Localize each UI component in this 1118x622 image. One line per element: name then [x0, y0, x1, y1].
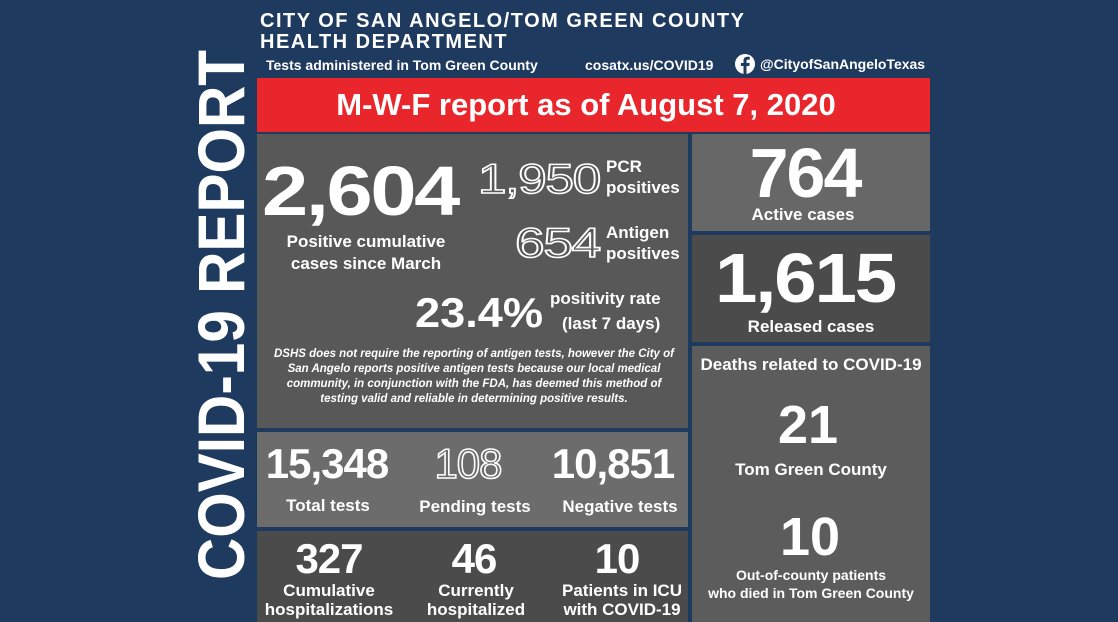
header-title: HEALTH DEPARTMENT — [260, 31, 508, 53]
stat-label: Pending tests — [419, 497, 530, 516]
banner — [257, 78, 930, 132]
subtitle: Tests administered in Tom Green County — [266, 57, 538, 73]
stat-value: 10 — [595, 535, 640, 582]
stat-label: positivity rate — [550, 289, 661, 308]
stat-label: Total tests — [286, 496, 370, 515]
note: testing valid and reliable in determinin… — [320, 393, 627, 405]
stat-label: Negative tests — [562, 497, 677, 516]
stat-label: hospitalizations — [265, 600, 393, 619]
stat-label: who died in Tom Green County — [707, 585, 914, 601]
stat-label: Cumulative — [283, 581, 375, 600]
note: community, in conjunction with the FDA, … — [287, 378, 663, 390]
stat-value: 327 — [295, 535, 362, 582]
banner-text: M-W-F report as of August 7, 2020 — [336, 87, 835, 122]
panel — [692, 235, 930, 342]
stat-label: positives — [606, 244, 680, 263]
stat-label: Active cases — [751, 205, 854, 224]
website: cosatx.us/COVID19 — [585, 57, 714, 73]
stat-label: with COVID-19 — [562, 600, 680, 619]
stat-value: 21 — [778, 395, 838, 455]
stat-value: 23.4% — [415, 289, 543, 336]
stat-label: positives — [606, 178, 680, 197]
stat-label: cases since March — [291, 254, 441, 273]
stat-value: 1,950 — [478, 155, 600, 202]
stat-value: 654 — [515, 219, 601, 266]
panel — [692, 134, 930, 231]
stat-label: Currently — [438, 581, 514, 600]
panel — [692, 346, 930, 622]
social-handle: @CityofSanAngeloTexas — [760, 56, 925, 72]
stat-value: 2,604 — [262, 152, 460, 230]
stat-value: 15,348 — [266, 440, 389, 487]
panel — [257, 432, 688, 527]
section-title: Deaths related to COVID-19 — [700, 355, 921, 374]
panel — [257, 134, 688, 428]
stat-label: Released cases — [748, 317, 875, 336]
stat-value: 46 — [452, 535, 497, 582]
stat-label: Tom Green County — [735, 460, 887, 479]
header-title: CITY OF SAN ANGELO/TOM GREEN COUNTY — [260, 10, 746, 32]
panel — [257, 531, 688, 622]
stat-label: Patients in ICU — [562, 581, 682, 600]
stat-value: 1,615 — [715, 239, 895, 317]
stat-label: PCR — [606, 157, 642, 176]
stat-value: 764 — [750, 134, 863, 212]
stat-label: Antigen — [606, 223, 669, 242]
stat-value: 10 — [780, 507, 840, 567]
note: DSHS does not require the reporting of a… — [274, 348, 675, 360]
note: San Angelo reports positive antigen test… — [288, 363, 662, 375]
stat-label: Out-of-county patients — [736, 567, 886, 583]
stat-label: (last 7 days) — [562, 314, 660, 333]
side-title: COVID-19 REPORT — [184, 50, 258, 580]
stat-value: 10,851 — [552, 440, 675, 487]
facebook-glyph — [740, 56, 750, 74]
stat-label: hospitalized — [427, 600, 525, 619]
stat-label: Positive cumulative — [287, 232, 446, 251]
stat-value: 108 — [434, 440, 501, 487]
